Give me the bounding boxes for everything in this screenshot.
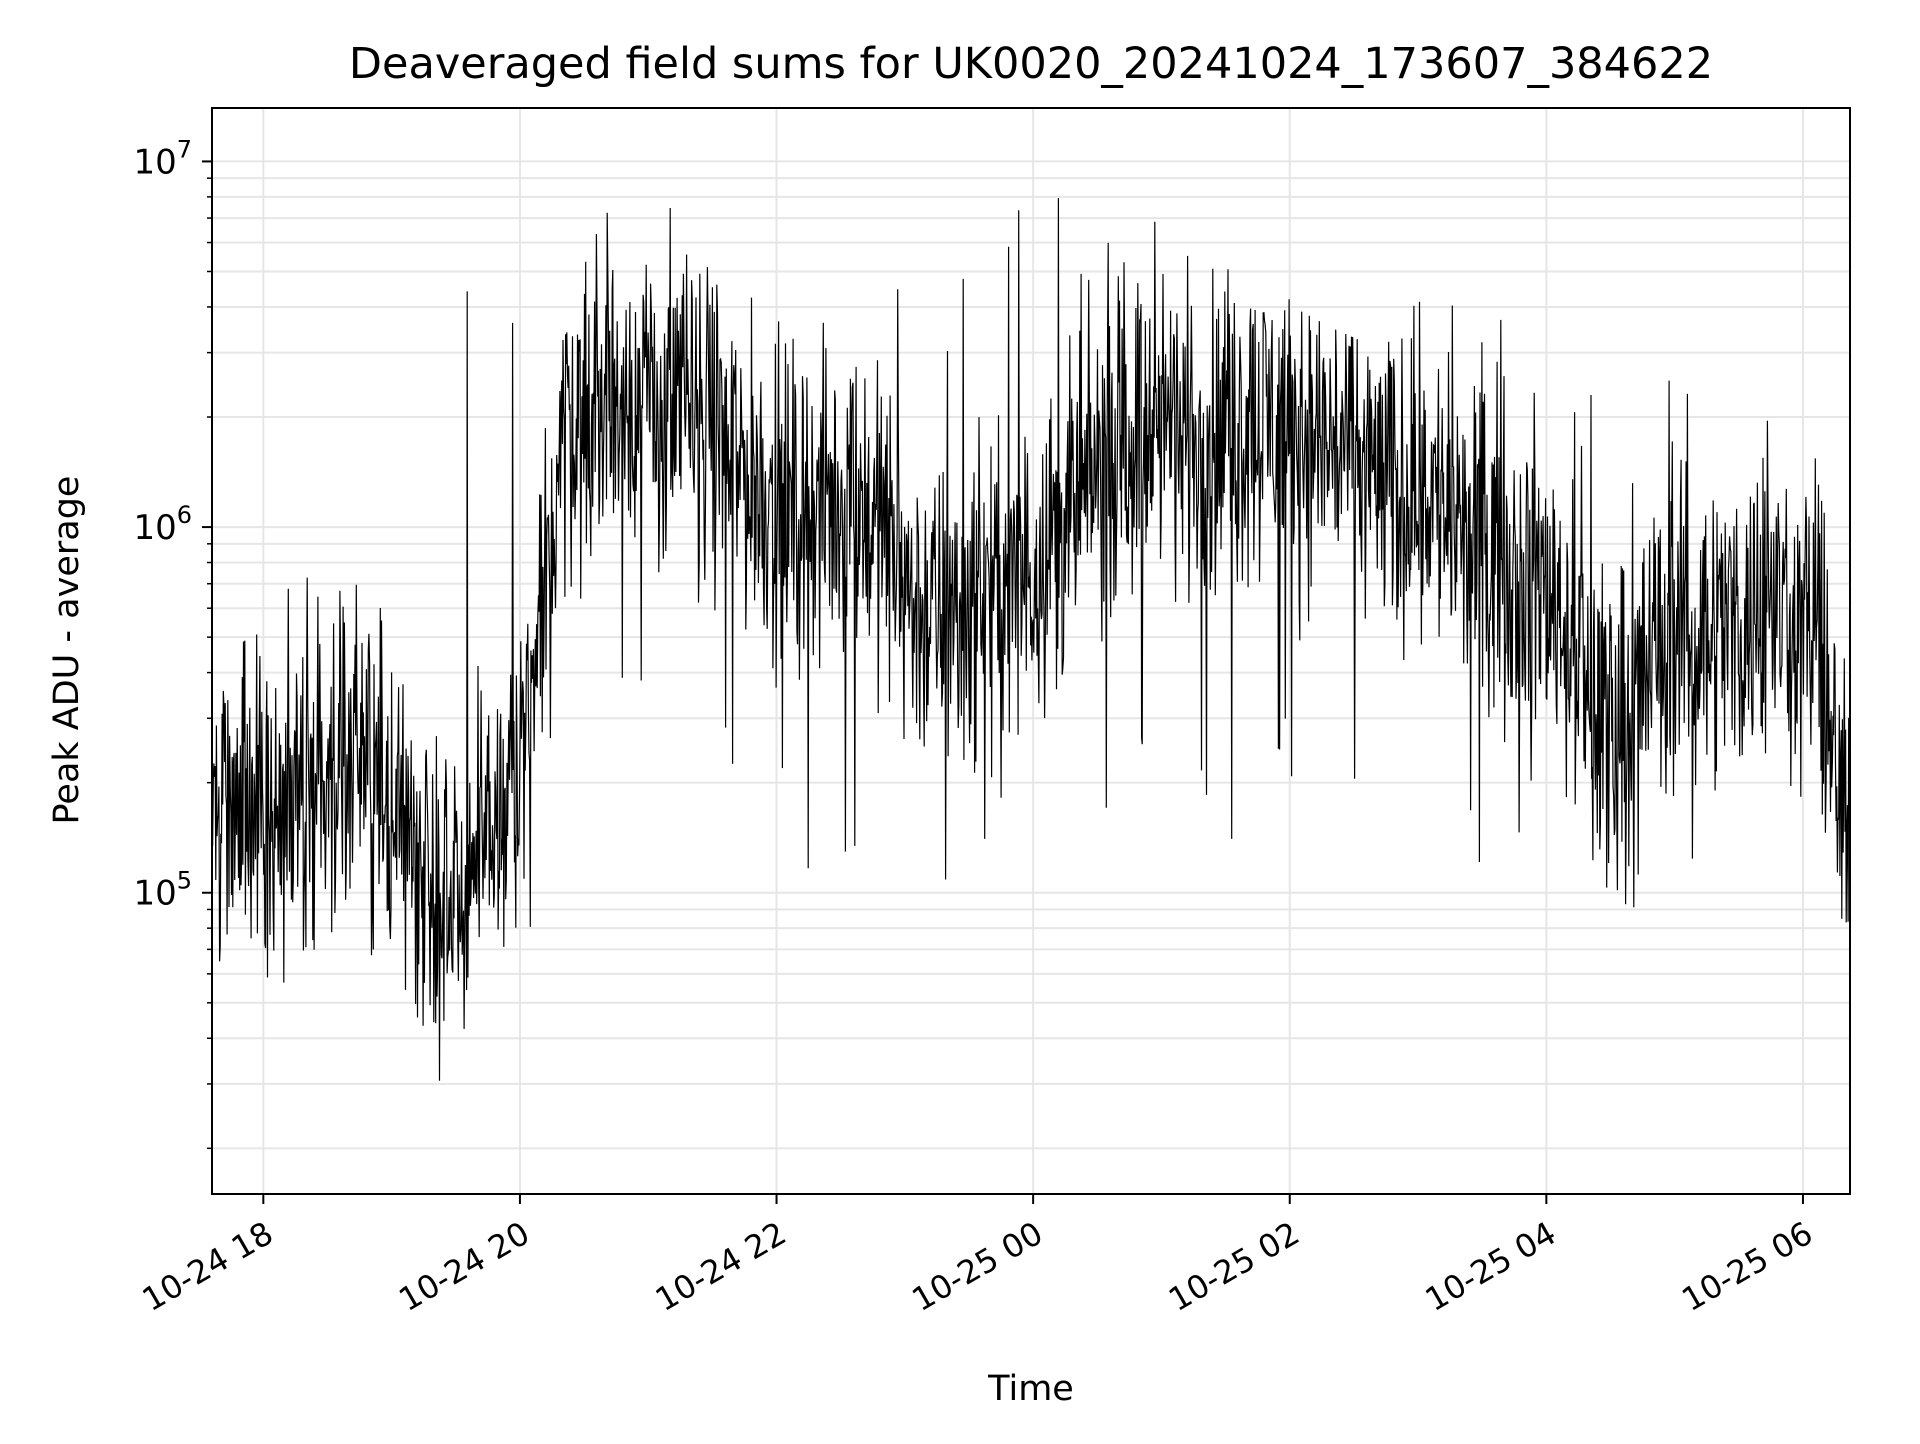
y-axis-label: Peak ADU - average [47, 476, 87, 825]
series-line [211, 198, 1851, 1081]
axes-frame [211, 107, 1851, 1195]
x-axis-label: Time [987, 1369, 1074, 1409]
chart-title: Deaveraged field sums for UK0020_2024102… [349, 39, 1713, 89]
y-axis-ticks: 105 106 107 [133, 135, 212, 1150]
y-tick-label: 107 [133, 135, 192, 182]
plot-data-layer [211, 198, 1851, 1081]
y-tick-label: 106 [133, 501, 192, 548]
y-tick-label: 105 [133, 867, 192, 914]
